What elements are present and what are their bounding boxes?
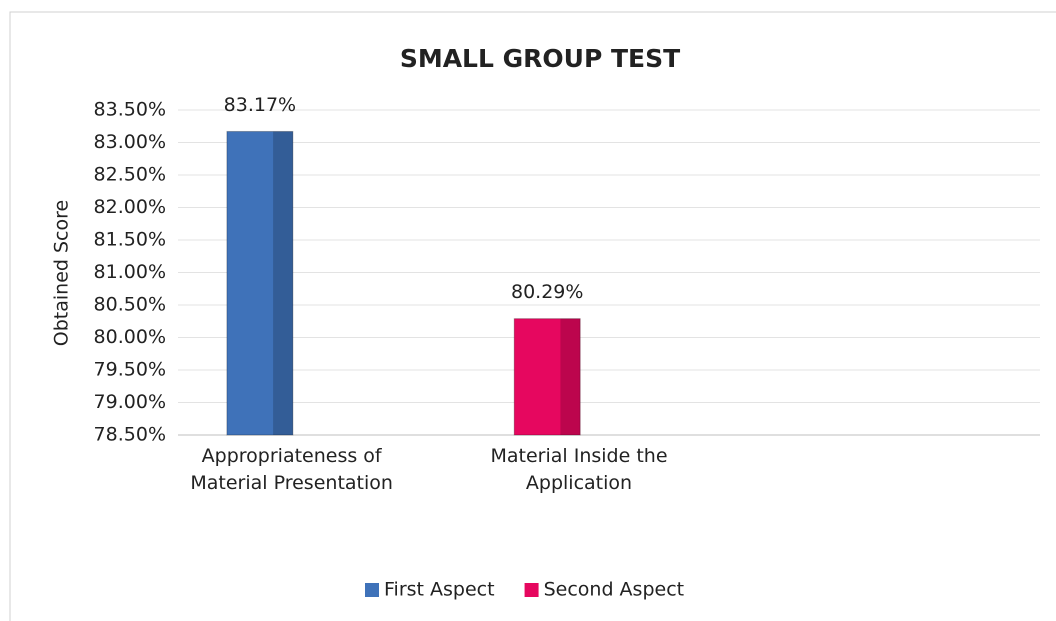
y-tick-label: 81.50%	[94, 229, 166, 251]
y-tick-label: 79.00%	[94, 391, 166, 413]
data-label: 83.17%	[224, 94, 296, 116]
data-label: 80.29%	[511, 281, 583, 303]
y-tick-label: 79.50%	[94, 359, 166, 381]
legend-swatch	[524, 583, 539, 597]
chart-title: SMALL GROUP TEST	[400, 44, 680, 73]
y-tick-label: 83.00%	[94, 131, 166, 153]
legend-swatch	[365, 583, 379, 597]
y-axis-title: Obtained Score	[51, 200, 73, 346]
y-tick-label: 82.50%	[94, 164, 166, 186]
y-tick-label: 82.00%	[94, 196, 166, 218]
y-tick-label: 80.50%	[94, 294, 166, 316]
y-tick-label: 78.50%	[94, 424, 166, 446]
y-tick-label: 83.50%	[94, 99, 166, 121]
y-tick-label: 81.00%	[94, 261, 166, 283]
bar	[513, 318, 581, 436]
chart-border	[9, 11, 1056, 621]
bar-shade	[273, 131, 293, 435]
legend-label: First Aspect	[384, 579, 495, 601]
y-tick-label: 80.00%	[94, 326, 166, 348]
bar-shade	[560, 318, 581, 435]
x-tick-label: Appropriateness of Material Presentation	[190, 445, 393, 494]
x-tick-label: Material Inside the Application	[490, 445, 668, 494]
bar	[226, 130, 294, 436]
legend-label: Second Aspect	[544, 579, 685, 601]
